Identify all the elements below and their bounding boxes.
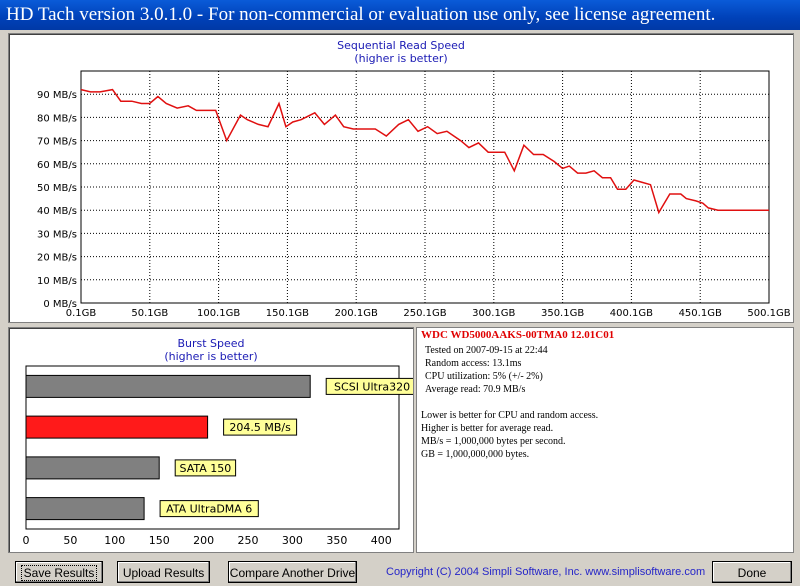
save-results-label: Save Results bbox=[20, 565, 98, 581]
read-x-tick-label: 200.1GB bbox=[335, 308, 378, 319]
burst-x-tick-label: 50 bbox=[63, 534, 77, 547]
burst-bar-label-box bbox=[223, 418, 298, 436]
burst-bar-label: 204.5 MB/s bbox=[229, 421, 291, 434]
burst-x-tick-label: 350 bbox=[326, 534, 347, 547]
compare-drive-label: Compare Another Drive bbox=[229, 566, 356, 580]
burst-chart-title: Burst Speed bbox=[177, 337, 244, 350]
burst-bar bbox=[25, 497, 145, 521]
window-title: HD Tach version 3.0.1.0 - For non-commer… bbox=[6, 4, 716, 25]
burst-x-tick-label: 200 bbox=[193, 534, 214, 547]
burst-x-tick-label: 0 bbox=[23, 534, 30, 547]
burst-bar-label: ATA UltraDMA 6 bbox=[166, 503, 252, 516]
done-label: Done bbox=[737, 566, 767, 580]
burst-chart-subtitle: (higher is better) bbox=[164, 350, 257, 363]
read-chart-panel: Sequential Read Speed (higher is better)… bbox=[8, 33, 794, 323]
read-x-tick-label: 100.1GB bbox=[197, 308, 240, 319]
read-y-tick-label: 10 MB/s bbox=[37, 276, 77, 287]
burst-bar-label-box bbox=[159, 500, 259, 518]
read-y-tick-label: 60 MB/s bbox=[37, 160, 77, 171]
save-results-button[interactable]: Save Results bbox=[15, 561, 103, 583]
burst-bar bbox=[25, 374, 311, 398]
burst-chart-panel: Burst Speed (higher is better) 0 50 100 150… bbox=[8, 327, 419, 553]
read-y-tick-label: 40 MB/s bbox=[37, 206, 77, 217]
copyright-text: Copyright (C) 2004 Simpli Software, Inc.… bbox=[386, 566, 706, 578]
read-x-tick-label: 50.1GB bbox=[131, 308, 168, 319]
read-x-tick-label: 0.1GB bbox=[66, 308, 97, 319]
read-x-tick-label: 150.1GB bbox=[266, 308, 309, 319]
burst-bar bbox=[25, 456, 160, 480]
note-gb: GB = 1,000,000,000 bytes. bbox=[421, 449, 530, 460]
average-read: Average read: 70.9 MB/s bbox=[425, 384, 526, 395]
read-y-tick-label: 80 MB/s bbox=[37, 113, 77, 124]
burst-x-tick-label: 100 bbox=[104, 534, 125, 547]
compare-drive-button[interactable]: Compare Another Drive bbox=[228, 561, 357, 583]
read-y-tick-label: 0 MB/s bbox=[43, 299, 77, 310]
burst-x-tick-label: 250 bbox=[238, 534, 259, 547]
read-x-tick-label: 250.1GB bbox=[403, 308, 446, 319]
drive-info-panel: WDC WD5000AAKS-00TMA0 12.01C01 Tested on… bbox=[416, 327, 794, 553]
note-mbps: MB/s = 1,000,000 bytes per second. bbox=[421, 436, 566, 447]
read-chart-subtitle: (higher is better) bbox=[354, 52, 447, 65]
burst-bar-label: SATA 150 bbox=[180, 462, 232, 475]
read-y-tick-label: 50 MB/s bbox=[37, 183, 77, 194]
read-y-tick-label: 30 MB/s bbox=[37, 229, 77, 240]
done-button[interactable]: Done bbox=[712, 561, 792, 583]
read-speed-line bbox=[80, 88, 769, 215]
burst-bar-label-box bbox=[174, 459, 237, 477]
read-y-tick-label: 20 MB/s bbox=[37, 253, 77, 264]
read-x-tick-label: 350.1GB bbox=[541, 308, 584, 319]
read-chart-title: Sequential Read Speed bbox=[337, 39, 465, 52]
read-x-tick-label: 500.1GB bbox=[747, 308, 790, 319]
read-chart: Sequential Read Speed (higher is better)… bbox=[37, 39, 791, 319]
cpu-utilization: CPU utilization: 5% (+/- 2%) bbox=[425, 371, 543, 382]
read-y-tick-label: 70 MB/s bbox=[37, 137, 77, 148]
window-title-bar[interactable]: HD Tach version 3.0.1.0 - For non-commer… bbox=[0, 0, 800, 30]
drive-model: WDC WD5000AAKS-00TMA0 12.01C01 bbox=[421, 329, 615, 341]
read-x-tick-label: 400.1GB bbox=[610, 308, 653, 319]
random-access: Random access: 13.1ms bbox=[425, 358, 522, 369]
burst-x-tick-label: 400 bbox=[371, 534, 392, 547]
burst-x-tick-label: 300 bbox=[282, 534, 303, 547]
upload-results-label: Upload Results bbox=[122, 566, 205, 580]
read-x-tick-label: 300.1GB bbox=[472, 308, 515, 319]
burst-x-tick-label: 150 bbox=[149, 534, 170, 547]
note-higher-better: Higher is better for average read. bbox=[421, 423, 554, 434]
burst-chart: Burst Speed (higher is better) 0 50 100 150… bbox=[23, 337, 419, 547]
note-lower-better: Lower is better for CPU and random acces… bbox=[421, 410, 599, 421]
read-y-tick-label: 90 MB/s bbox=[37, 90, 77, 101]
read-plot-area bbox=[80, 70, 770, 304]
upload-results-button[interactable]: Upload Results bbox=[117, 561, 210, 583]
tested-date: Tested on 2007-09-15 at 22:44 bbox=[425, 345, 548, 356]
read-x-tick-label: 450.1GB bbox=[679, 308, 722, 319]
burst-bar bbox=[25, 415, 209, 439]
burst-bar-label: SCSI Ultra320 bbox=[334, 380, 410, 393]
